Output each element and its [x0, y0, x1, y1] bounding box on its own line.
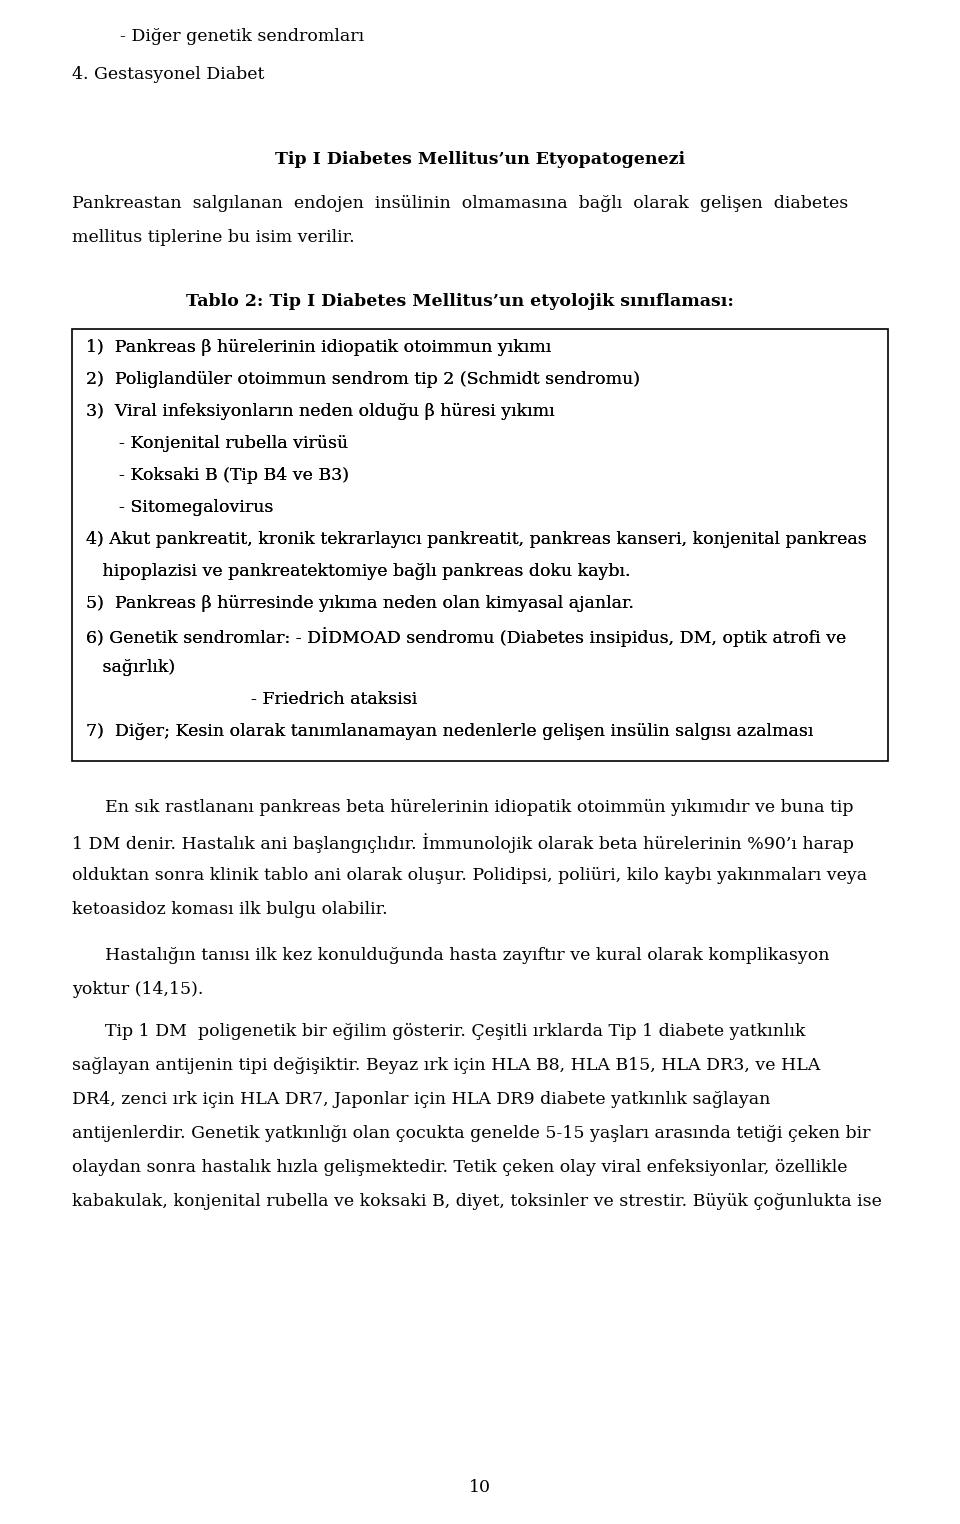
Text: 5)  Pankreas β hürresinde yıkıma neden olan kimyasal ajanlar.: 5) Pankreas β hürresinde yıkıma neden ol… [86, 594, 634, 613]
Text: 2)  Poliglandüler otoimmun sendrom tip 2 (Schmidt sendromu): 2) Poliglandüler otoimmun sendrom tip 2 … [86, 370, 640, 389]
Text: Pankreastan  salgılanan  endojen  insülinin  olmamasına  bağlı  olarak  gelişen : Pankreastan salgılanan endojen insülinin… [72, 195, 849, 212]
Text: DR4, zenci ırk için HLA DR7, Japonlar için HLA DR9 diabete yatkınlık sağlayan: DR4, zenci ırk için HLA DR7, Japonlar iç… [72, 1091, 770, 1108]
Text: olaydan sonra hastalık hızla gelişmektedir. Tetik çeken olay viral enfeksiyonlar: olaydan sonra hastalık hızla gelişmekted… [72, 1158, 848, 1177]
Text: kabakulak, konjenital rubella ve koksaki B, diyet, toksinler ve strestir. Büyük : kabakulak, konjenital rubella ve koksaki… [72, 1193, 882, 1210]
Text: - Diğer genetik sendromları: - Diğer genetik sendromları [120, 27, 364, 46]
Text: 1)  Pankreas β hürelerinin idiopatik otoimmun yıkımı: 1) Pankreas β hürelerinin idiopatik otoi… [86, 338, 551, 357]
Text: 10: 10 [469, 1478, 491, 1497]
Text: 6) Genetik sendromlar: - DİDMOAD sendromu (Diabetes insipidus, DM, optik atrofi : 6) Genetik sendromlar: - DİDMOAD sendrom… [86, 626, 847, 646]
Text: hipoplazisi ve pankreatektomiye bağlı pankreas doku kaybı.: hipoplazisi ve pankreatektomiye bağlı pa… [86, 562, 631, 581]
Text: Tip I Diabetes Mellitus’un Etyopatogenezi: Tip I Diabetes Mellitus’un Etyopatogenez… [275, 151, 685, 168]
Bar [72, 329, 888, 760]
Text: ketoasidoz koması ilk bulgu olabilir.: ketoasidoz koması ilk bulgu olabilir. [72, 901, 388, 917]
Text: - Friedrich ataksisi: - Friedrich ataksisi [86, 690, 418, 709]
Text: 4) Akut pankreatit, kronik tekrarlayıcı pankreatit, pankreas kanseri, konjenital: 4) Akut pankreatit, kronik tekrarlayıcı … [86, 530, 867, 549]
Text: Tip 1 DM  poligenetik bir eğilim gösterir. Çeşitli ırklarda Tip 1 diabete yatkın: Tip 1 DM poligenetik bir eğilim gösterir… [72, 1023, 805, 1039]
Text: antijenlerdir. Genetik yatkınlığı olan çocukta genelde 5-15 yaşları arasında tet: antijenlerdir. Genetik yatkınlığı olan ç… [72, 1125, 871, 1141]
Text: 1)  Pankreas β hürelerinin idiopatik otoimmun yıkımı: 1) Pankreas β hürelerinin idiopatik otoi… [86, 338, 551, 357]
Text: En sık rastlananı pankreas beta hürelerinin idiopatik otoimmün yıkımıdır ve buna: En sık rastlananı pankreas beta hüreleri… [72, 799, 853, 815]
Text: - Konjenital rubella virüsü: - Konjenital rubella virüsü [86, 434, 348, 453]
Text: 7)  Diğer; Kesin olarak tanımlanamayan nedenlerle gelişen insülin salgısı azalma: 7) Diğer; Kesin olarak tanımlanamayan ne… [86, 722, 813, 741]
Text: - Friedrich ataksisi: - Friedrich ataksisi [86, 690, 418, 709]
Text: Tablo 2: Tip I Diabetes Mellitus’un etyolojik sınıflaması:: Tablo 2: Tip I Diabetes Mellitus’un etyo… [186, 293, 734, 309]
Text: 1 DM denir. Hastalık ani başlangıçlıdır. İmmunolojik olarak beta hürelerinin %90: 1 DM denir. Hastalık ani başlangıçlıdır.… [72, 834, 853, 853]
Text: yoktur (14,15).: yoktur (14,15). [72, 981, 204, 998]
Text: 3)  Viral infeksiyonların neden olduğu β hüresi yıkımı: 3) Viral infeksiyonların neden olduğu β … [86, 402, 555, 421]
Text: - Sitomegalovirus: - Sitomegalovirus [86, 498, 274, 517]
Text: - Sitomegalovirus: - Sitomegalovirus [86, 498, 274, 517]
Text: sağlayan antijenin tipi değişiktir. Beyaz ırk için HLA B8, HLA B15, HLA DR3, ve : sağlayan antijenin tipi değişiktir. Beya… [72, 1058, 820, 1074]
Text: - Konjenital rubella virüsü: - Konjenital rubella virüsü [86, 434, 348, 453]
Text: - Koksaki B (Tip B4 ve B3): - Koksaki B (Tip B4 ve B3) [86, 466, 349, 485]
Text: sağırlık): sağırlık) [86, 658, 175, 677]
Text: hipoplazisi ve pankreatektomiye bağlı pankreas doku kaybı.: hipoplazisi ve pankreatektomiye bağlı pa… [86, 562, 631, 581]
Text: 5)  Pankreas β hürresinde yıkıma neden olan kimyasal ajanlar.: 5) Pankreas β hürresinde yıkıma neden ol… [86, 594, 634, 613]
Text: - Koksaki B (Tip B4 ve B3): - Koksaki B (Tip B4 ve B3) [86, 466, 349, 485]
Text: 3)  Viral infeksiyonların neden olduğu β hüresi yıkımı: 3) Viral infeksiyonların neden olduğu β … [86, 402, 555, 421]
Text: 4. Gestasyonel Diabet: 4. Gestasyonel Diabet [72, 66, 264, 82]
Text: Hastalığın tanısı ilk kez konulduğunda hasta zayıftır ve kural olarak komplikasy: Hastalığın tanısı ilk kez konulduğunda h… [72, 946, 829, 965]
Text: 6) Genetik sendromlar: - DİDMOAD sendromu (Diabetes insipidus, DM, optik atrofi : 6) Genetik sendromlar: - DİDMOAD sendrom… [86, 626, 847, 646]
Text: olduktan sonra klinik tablo ani olarak oluşur. Polidipsi, poliüri, kilo kaybı ya: olduktan sonra klinik tablo ani olarak o… [72, 867, 867, 884]
Text: 4) Akut pankreatit, kronik tekrarlayıcı pankreatit, pankreas kanseri, konjenital: 4) Akut pankreatit, kronik tekrarlayıcı … [86, 530, 867, 549]
Text: 2)  Poliglandüler otoimmun sendrom tip 2 (Schmidt sendromu): 2) Poliglandüler otoimmun sendrom tip 2 … [86, 370, 640, 389]
Text: 7)  Diğer; Kesin olarak tanımlanamayan nedenlerle gelişen insülin salgısı azalma: 7) Diğer; Kesin olarak tanımlanamayan ne… [86, 722, 813, 741]
Text: mellitus tiplerine bu isim verilir.: mellitus tiplerine bu isim verilir. [72, 229, 354, 245]
Text: sağırlık): sağırlık) [86, 658, 175, 677]
